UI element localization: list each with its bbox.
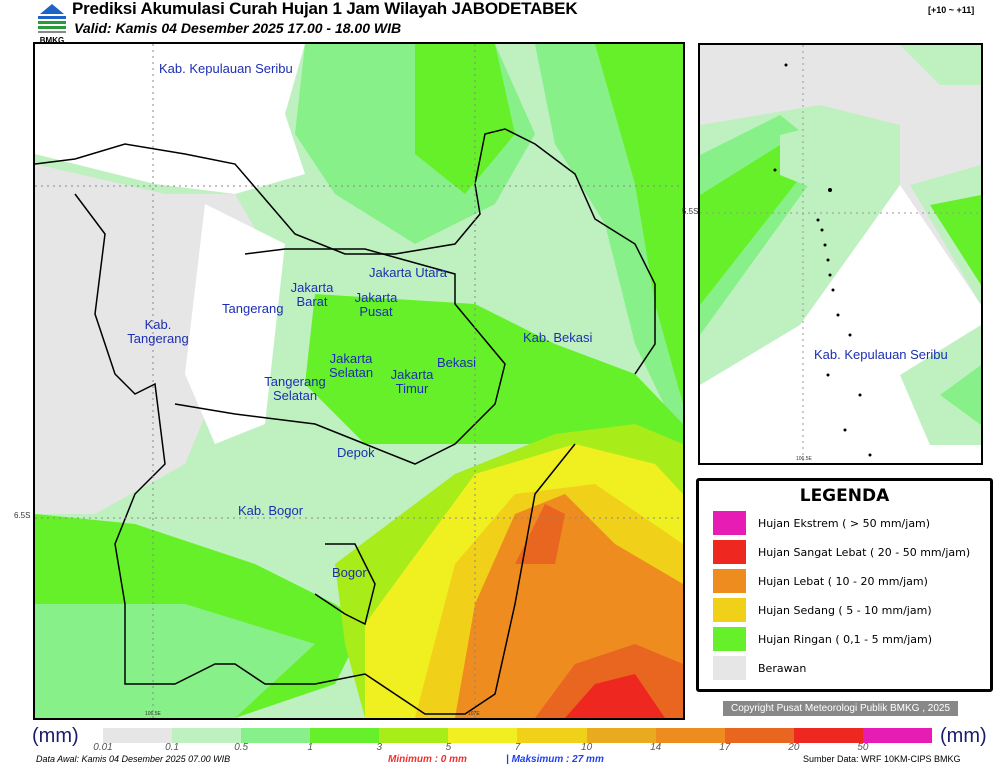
legend-label: Hujan Sangat Lebat ( 20 - 50 mm/jam) (758, 545, 971, 559)
colorbar-tick-label: 3 (376, 742, 383, 753)
copyright: Copyright Pusat Meteorologi Publik BMKG … (723, 701, 958, 716)
colorbar-tick-label: 1 (307, 742, 314, 753)
legend-swatch (713, 598, 746, 622)
lon-tick: 106.5E (796, 456, 812, 462)
legend-item: Hujan Sedang ( 5 - 10 mm/jam) (713, 598, 932, 622)
page-title: Prediksi Akumulasi Curah Hujan 1 Jam Wil… (72, 0, 578, 18)
legend-item: Hujan Sangat Lebat ( 20 - 50 mm/jam) (713, 540, 970, 564)
region-label: Kab. Bekasi (523, 330, 593, 345)
colorbar-segment (862, 728, 932, 743)
legend-label: Hujan Lebat ( 10 - 20 mm/jam) (758, 574, 928, 588)
colorbar-segment (724, 728, 794, 743)
colorbar-tick-label: 17 (719, 742, 731, 753)
colorbar-segment (310, 728, 380, 743)
legend-swatch (713, 540, 746, 564)
region-label: Depok (337, 445, 375, 460)
colorbar-tick-label: 0.1 (165, 742, 180, 753)
colorbar-tick-label: 0.01 (93, 742, 113, 753)
inset-map-kepulauan-seribu: 106.5E Kab. Kepulauan Seribu (698, 43, 983, 465)
data-awal: Data Awal: Kamis 04 Desember 2025 07.00 … (36, 754, 231, 764)
region-label: Tangerang (222, 301, 284, 316)
region-label: Jakarta Utara (369, 265, 448, 280)
region-label: Kab. Tangerang (127, 317, 189, 346)
minimum-value: Minimum : 0 mm (388, 754, 467, 765)
region-label: Jakarta Selatan (328, 351, 374, 380)
colorbar-segment (448, 728, 518, 743)
region-label: Bogor (332, 565, 367, 580)
colorbar-segment (586, 728, 656, 743)
legend-swatch (713, 656, 746, 680)
legend-label: Hujan Ekstrem ( > 50 mm/jam) (758, 516, 931, 530)
legend-item: Hujan Ekstrem ( > 50 mm/jam) (713, 511, 930, 535)
legend-item: Hujan Lebat ( 10 - 20 mm/jam) (713, 569, 928, 593)
region-label: Bekasi (437, 355, 477, 370)
lat-tick: 6.5S (14, 511, 31, 520)
legend-swatch (713, 511, 746, 535)
colorbar-segment (655, 728, 725, 743)
colorbar-tick-label: 50 (857, 742, 869, 753)
region-label: Tangerang Selatan (264, 374, 326, 403)
colorbar-tick-label: 5 (445, 742, 452, 753)
colorbar-tick-label: 14 (650, 742, 662, 753)
region-label: Jakarta Pusat (354, 290, 398, 319)
legend-swatch (713, 627, 746, 651)
legend-item: Hujan Ringan ( 0,1 - 5 mm/jam) (713, 627, 932, 651)
valid-period: Valid: Kamis 04 Desember 2025 17.00 - 18… (74, 20, 402, 36)
region-label: Kab. Bogor (238, 503, 304, 518)
unit-label-right: (mm) (940, 725, 987, 747)
colorbar-segment (241, 728, 311, 743)
colorbar-tick-label: 20 (788, 742, 800, 753)
colorbar-segment (793, 728, 863, 743)
region-label: Kab. Kepulauan Seribu (159, 61, 293, 76)
legend-title: LEGENDA (799, 486, 890, 506)
lon-tick: 106.5E (145, 711, 161, 717)
legend-swatch (713, 569, 746, 593)
lat-tick: 5.5S (682, 207, 699, 216)
colorbar-segment (103, 728, 173, 743)
legend-item: Berawan (713, 656, 806, 680)
legend-label: Berawan (758, 661, 807, 675)
region-label: Kab. Kepulauan Seribu (814, 347, 948, 362)
colorbar (103, 728, 932, 743)
data-source: Sumber Data: WRF 10KM-CIPS BMKG (803, 754, 961, 764)
forecast-range: [+10 ~ +11] (928, 5, 975, 15)
colorbar-tick-label: 7 (514, 742, 521, 753)
legend-label: Hujan Ringan ( 0,1 - 5 mm/jam) (758, 632, 933, 646)
maximum-value: | Maksimum : 27 mm (506, 754, 604, 765)
colorbar-segment (379, 728, 449, 743)
unit-label-left: (mm) (32, 725, 79, 747)
colorbar-segment (517, 728, 587, 743)
legend-label: Hujan Sedang ( 5 - 10 mm/jam) (758, 603, 932, 617)
bmkg-logo: BMKG (38, 4, 66, 44)
inset-rainfall-contours (700, 45, 981, 463)
svg-text:BMKG: BMKG (40, 36, 64, 44)
rainfall-contours (35, 44, 683, 718)
region-label: Jakarta Barat (290, 280, 334, 309)
colorbar-tick-label: 10 (581, 742, 593, 753)
main-map: 6S 106.5E 107E Kab. Kepulauan Seribu Jak… (33, 42, 685, 720)
colorbar-segment (172, 728, 242, 743)
legend: LEGENDA Hujan Ekstrem ( > 50 mm/jam) Huja… (696, 478, 993, 692)
colorbar-tick-label: 0.5 (234, 742, 249, 753)
region-label: Jakarta Timur (390, 367, 434, 396)
lon-tick: 107E (468, 711, 480, 717)
